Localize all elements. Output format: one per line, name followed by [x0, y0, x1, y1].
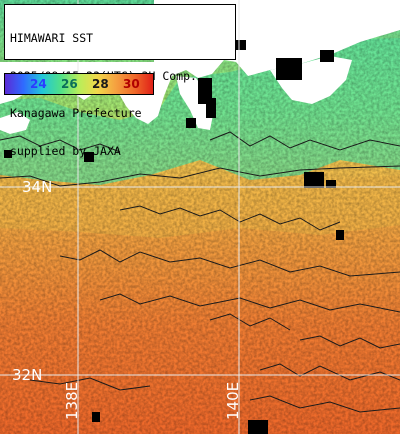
cloud-patch — [320, 50, 334, 62]
cloud-patch — [276, 58, 302, 80]
isotherm-line — [119, 205, 341, 231]
isotherm-line — [249, 395, 400, 413]
isotherm-line — [99, 293, 400, 313]
isotherm-contours — [0, 131, 400, 413]
cloud-patch — [198, 78, 212, 104]
title-line-credit: supplied by JAXA — [10, 143, 121, 158]
isotherm-line — [299, 335, 400, 349]
cloud-patch — [84, 152, 94, 162]
isotherm-line — [209, 131, 400, 151]
longitude-label-140e: 140E — [224, 381, 242, 420]
cloud-patch — [304, 172, 324, 188]
cloud-patch — [4, 150, 12, 158]
scale-tick-26: 26 — [61, 77, 78, 91]
land-izu-peninsula — [176, 76, 214, 130]
isotherm-line — [59, 249, 400, 277]
land-honshu — [0, 0, 400, 124]
scale-tick-24: 24 — [30, 77, 47, 91]
title-line-product: HIMAWARI SST — [10, 31, 94, 45]
scale-tick-30: 30 — [123, 77, 140, 91]
scale-tick-28: 28 — [92, 77, 109, 91]
cloud-patch — [206, 98, 216, 118]
isotherm-line — [0, 165, 400, 187]
cloud-patch — [248, 420, 268, 434]
latitude-label-34n: 34N — [22, 178, 53, 196]
longitude-label-138e: 138E — [63, 381, 81, 420]
cloud-patch — [92, 412, 100, 422]
title-box: HIMAWARI SST 2025/09/15 23(UTC) 3H Comp.… — [4, 4, 236, 157]
cloud-patch — [186, 118, 196, 128]
cloud-patch — [326, 180, 336, 188]
color-scale: 24 26 28 30 — [4, 73, 154, 95]
land-small-island — [0, 112, 30, 134]
color-scale-bar — [5, 74, 153, 94]
title-line-organization: Kanagawa Prefecture — [10, 106, 142, 120]
isotherm-line — [0, 135, 121, 153]
isotherm-line — [259, 363, 400, 381]
isotherm-line — [209, 313, 291, 331]
isotherm-line — [29, 377, 151, 391]
cloud-patch — [336, 230, 344, 240]
latitude-label-32n: 32N — [12, 366, 43, 384]
